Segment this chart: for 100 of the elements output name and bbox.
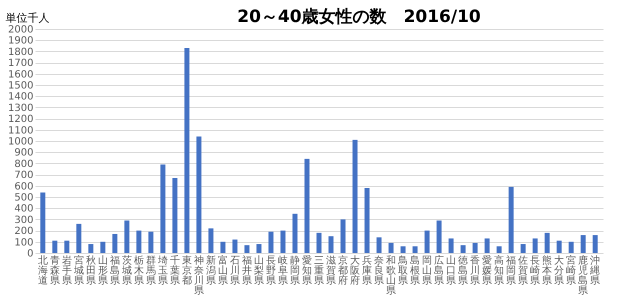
x-tick-label: 山口県 xyxy=(446,254,456,286)
x-tick-label: 福島県 xyxy=(110,254,120,286)
y-tick-label: 1100 xyxy=(8,125,34,136)
x-tick-label: 徳島県 xyxy=(458,256,468,286)
x-tick-label: 神奈川県 xyxy=(194,254,204,296)
y-axis-title: 単位千人 xyxy=(6,12,50,24)
x-tick-label: 奈良県 xyxy=(374,256,384,286)
bar xyxy=(208,228,214,253)
bar xyxy=(508,186,514,253)
x-tick-label: 兵庫県 xyxy=(362,254,372,286)
y-tick-label: 1200 xyxy=(8,114,34,126)
bar xyxy=(172,178,178,253)
y-tick-label: 1700 xyxy=(8,58,34,70)
bar xyxy=(568,242,574,253)
y-tick-label: 800 xyxy=(14,158,34,170)
x-tick-label: 長野県 xyxy=(266,256,276,286)
x-tick-label: 熊本県 xyxy=(542,254,552,286)
x-tick-label: 滋賀県 xyxy=(326,254,336,286)
y-tick-label: 500 xyxy=(14,192,34,204)
bar xyxy=(160,164,166,253)
bar xyxy=(460,245,466,253)
x-tick-label: 愛知県 xyxy=(302,254,312,286)
y-tick-label: 900 xyxy=(14,148,34,159)
bar xyxy=(304,158,310,253)
bar xyxy=(112,234,118,253)
bar xyxy=(268,232,274,253)
x-tick-label: 北海道 xyxy=(38,254,48,286)
bar xyxy=(196,136,202,253)
y-tick-label: 1800 xyxy=(8,46,34,58)
bar xyxy=(88,244,94,253)
x-tick-label: 京都府 xyxy=(338,254,348,286)
x-tick-label: 鳥取県 xyxy=(397,254,408,286)
x-tick-label: 和歌山県 xyxy=(386,254,396,296)
x-tick-label: 富山県 xyxy=(218,254,228,286)
x-tick-label: 高知県 xyxy=(494,254,504,286)
bar xyxy=(520,244,526,253)
x-tick-label: 宮崎県 xyxy=(566,254,576,286)
y-tick-label: 1300 xyxy=(8,102,34,114)
bar xyxy=(388,242,394,253)
bar xyxy=(592,235,598,253)
bar xyxy=(244,245,250,253)
bar xyxy=(580,235,586,253)
chart-title: 20～40歳女性の数 2016/10 xyxy=(237,7,481,27)
y-tick-label: 200 xyxy=(14,226,34,238)
y-tick-label: 1900 xyxy=(8,36,34,47)
bar xyxy=(448,238,454,253)
bar xyxy=(316,232,322,253)
x-tick-label: 福井県 xyxy=(242,254,252,286)
bar xyxy=(280,230,286,253)
x-tick-label: 鹿児島県 xyxy=(578,254,588,296)
x-tick-label: 栃木県 xyxy=(134,254,144,286)
x-tick-label: 埼玉県 xyxy=(156,254,168,286)
x-tick-label: 岡山県 xyxy=(422,256,432,286)
bar xyxy=(556,240,562,253)
bar xyxy=(376,237,382,253)
bar xyxy=(532,238,538,253)
x-tick-label: 愛媛県 xyxy=(482,254,492,286)
x-tick-label: 山形県 xyxy=(98,254,108,286)
x-tick-label: 広島県 xyxy=(434,254,444,286)
x-tick-label: 三重県 xyxy=(314,256,324,286)
x-tick-label: 沖縄県 xyxy=(589,254,600,286)
x-tick-label: 福岡県 xyxy=(506,254,516,286)
bar xyxy=(328,236,334,253)
y-tick-label: 100 xyxy=(14,237,34,248)
bar xyxy=(124,220,130,253)
x-tick-label: 大阪府 xyxy=(350,254,360,286)
x-tick-label: 岩手県 xyxy=(62,254,72,286)
y-tick-label: 2000 xyxy=(8,24,34,36)
bar xyxy=(364,188,370,253)
y-tick-label: 1600 xyxy=(8,69,34,80)
bar xyxy=(64,240,70,253)
bar xyxy=(100,242,106,253)
x-tick-label: 大分県 xyxy=(554,254,564,286)
y-tick-label: 1000 xyxy=(8,136,34,148)
x-tick-label: 長崎県 xyxy=(530,256,540,286)
bar xyxy=(256,244,262,253)
y-tick-label: 1400 xyxy=(8,92,34,103)
bar xyxy=(232,240,238,253)
bar xyxy=(292,214,298,253)
x-tick-label: 東京都 xyxy=(182,254,192,286)
x-tick-label: 静岡県 xyxy=(290,254,300,286)
y-tick-label: 0 xyxy=(27,248,34,260)
bar xyxy=(340,219,346,253)
x-tick-label: 宮城県 xyxy=(72,254,84,286)
bar xyxy=(148,232,154,253)
y-tick-label: 400 xyxy=(14,204,34,215)
x-tick-label: 香川県 xyxy=(470,254,480,286)
y-tick-label: 700 xyxy=(14,170,34,182)
bar xyxy=(220,242,226,253)
x-tick-label: 秋田県 xyxy=(86,254,96,286)
bar xyxy=(412,246,418,253)
bar xyxy=(352,140,358,253)
x-tick-label: 千葉県 xyxy=(170,254,180,286)
bar xyxy=(424,230,430,253)
x-tick-label: 茨城県 xyxy=(120,254,132,286)
bar xyxy=(400,246,406,253)
bar xyxy=(52,240,58,253)
bar xyxy=(436,220,442,253)
x-tick-label: 島根県 xyxy=(410,254,420,286)
bar xyxy=(136,230,142,253)
